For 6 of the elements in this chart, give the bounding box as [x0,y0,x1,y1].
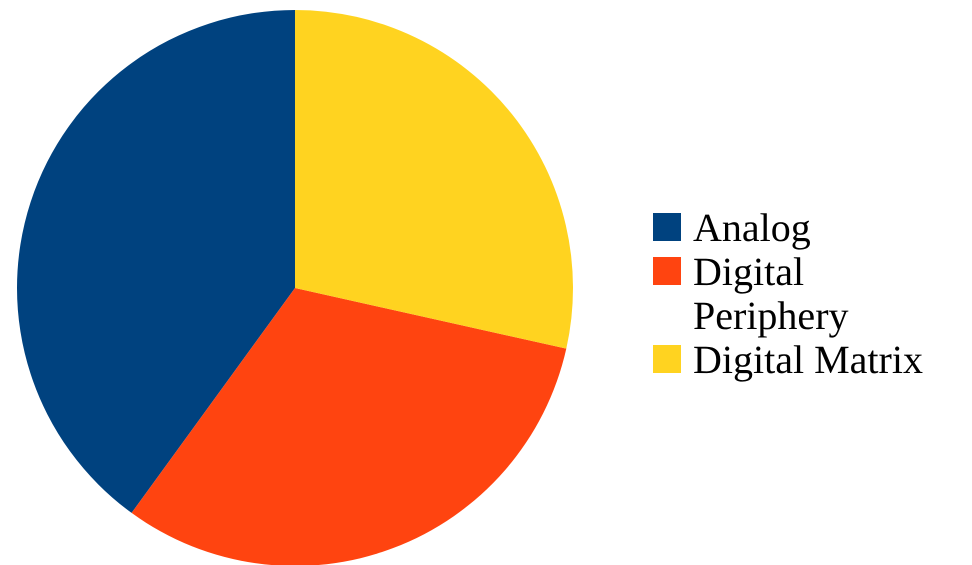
pie-slice [295,10,573,349]
pie-slice [132,288,566,565]
legend-label: Digital Periphery [693,249,849,338]
legend-label: Digital Matrix [693,337,923,382]
legend-label: Analog [693,205,811,250]
pie-slice [18,10,295,513]
